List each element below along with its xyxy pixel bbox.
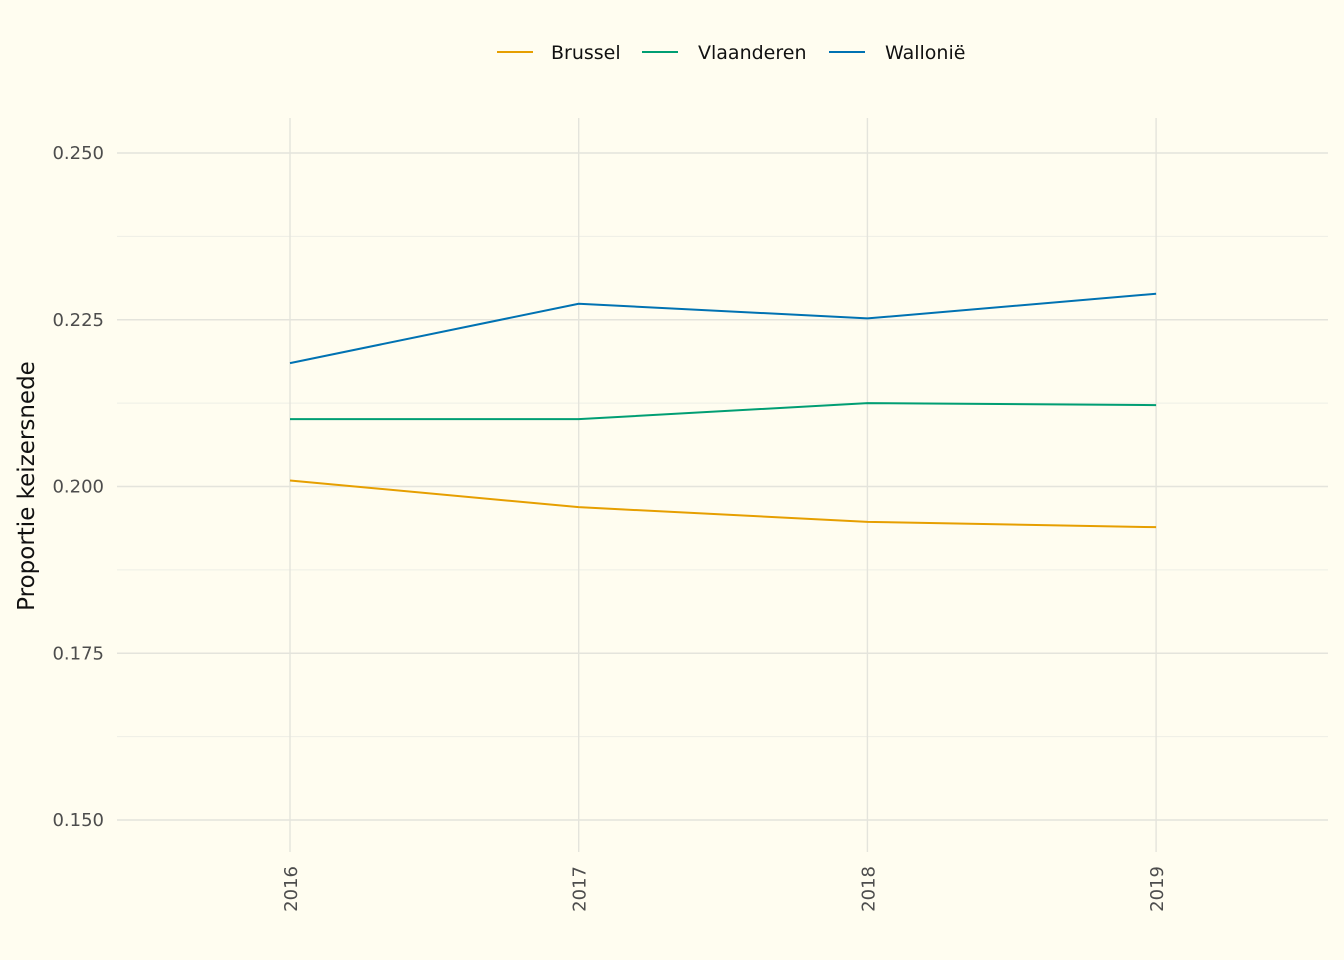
x-axis-ticks: 2016 2017 2018 2019 xyxy=(281,866,1168,912)
x-tick-label: 2018 xyxy=(858,866,879,912)
y-axis-title: Proportie keizersnede xyxy=(14,361,40,611)
legend-label-brussel: Brussel xyxy=(551,42,621,64)
legend: Brussel Vlaanderen Wallonië xyxy=(497,42,965,64)
grid-major xyxy=(117,118,1328,852)
y-tick-label: 0.175 xyxy=(52,643,104,664)
x-tick-label: 2017 xyxy=(570,866,591,912)
grid-minor xyxy=(117,235,1328,738)
x-tick-label: 2016 xyxy=(281,866,302,912)
y-tick-label: 0.225 xyxy=(52,310,104,331)
y-tick-label: 0.150 xyxy=(52,810,104,831)
y-axis-ticks: 0.150 0.175 0.200 0.225 0.250 xyxy=(52,143,104,831)
legend-label-vlaanderen: Vlaanderen xyxy=(698,42,806,64)
series-lines xyxy=(289,292,1157,529)
y-tick-label: 0.200 xyxy=(52,477,104,498)
series-line-walloni- xyxy=(289,292,1157,365)
series-line-vlaanderen xyxy=(290,402,1157,421)
y-tick-label: 0.250 xyxy=(52,143,104,164)
legend-label-walloni-: Wallonië xyxy=(885,42,965,64)
x-tick-label: 2019 xyxy=(1147,866,1168,912)
series-line-brussel xyxy=(289,479,1157,529)
